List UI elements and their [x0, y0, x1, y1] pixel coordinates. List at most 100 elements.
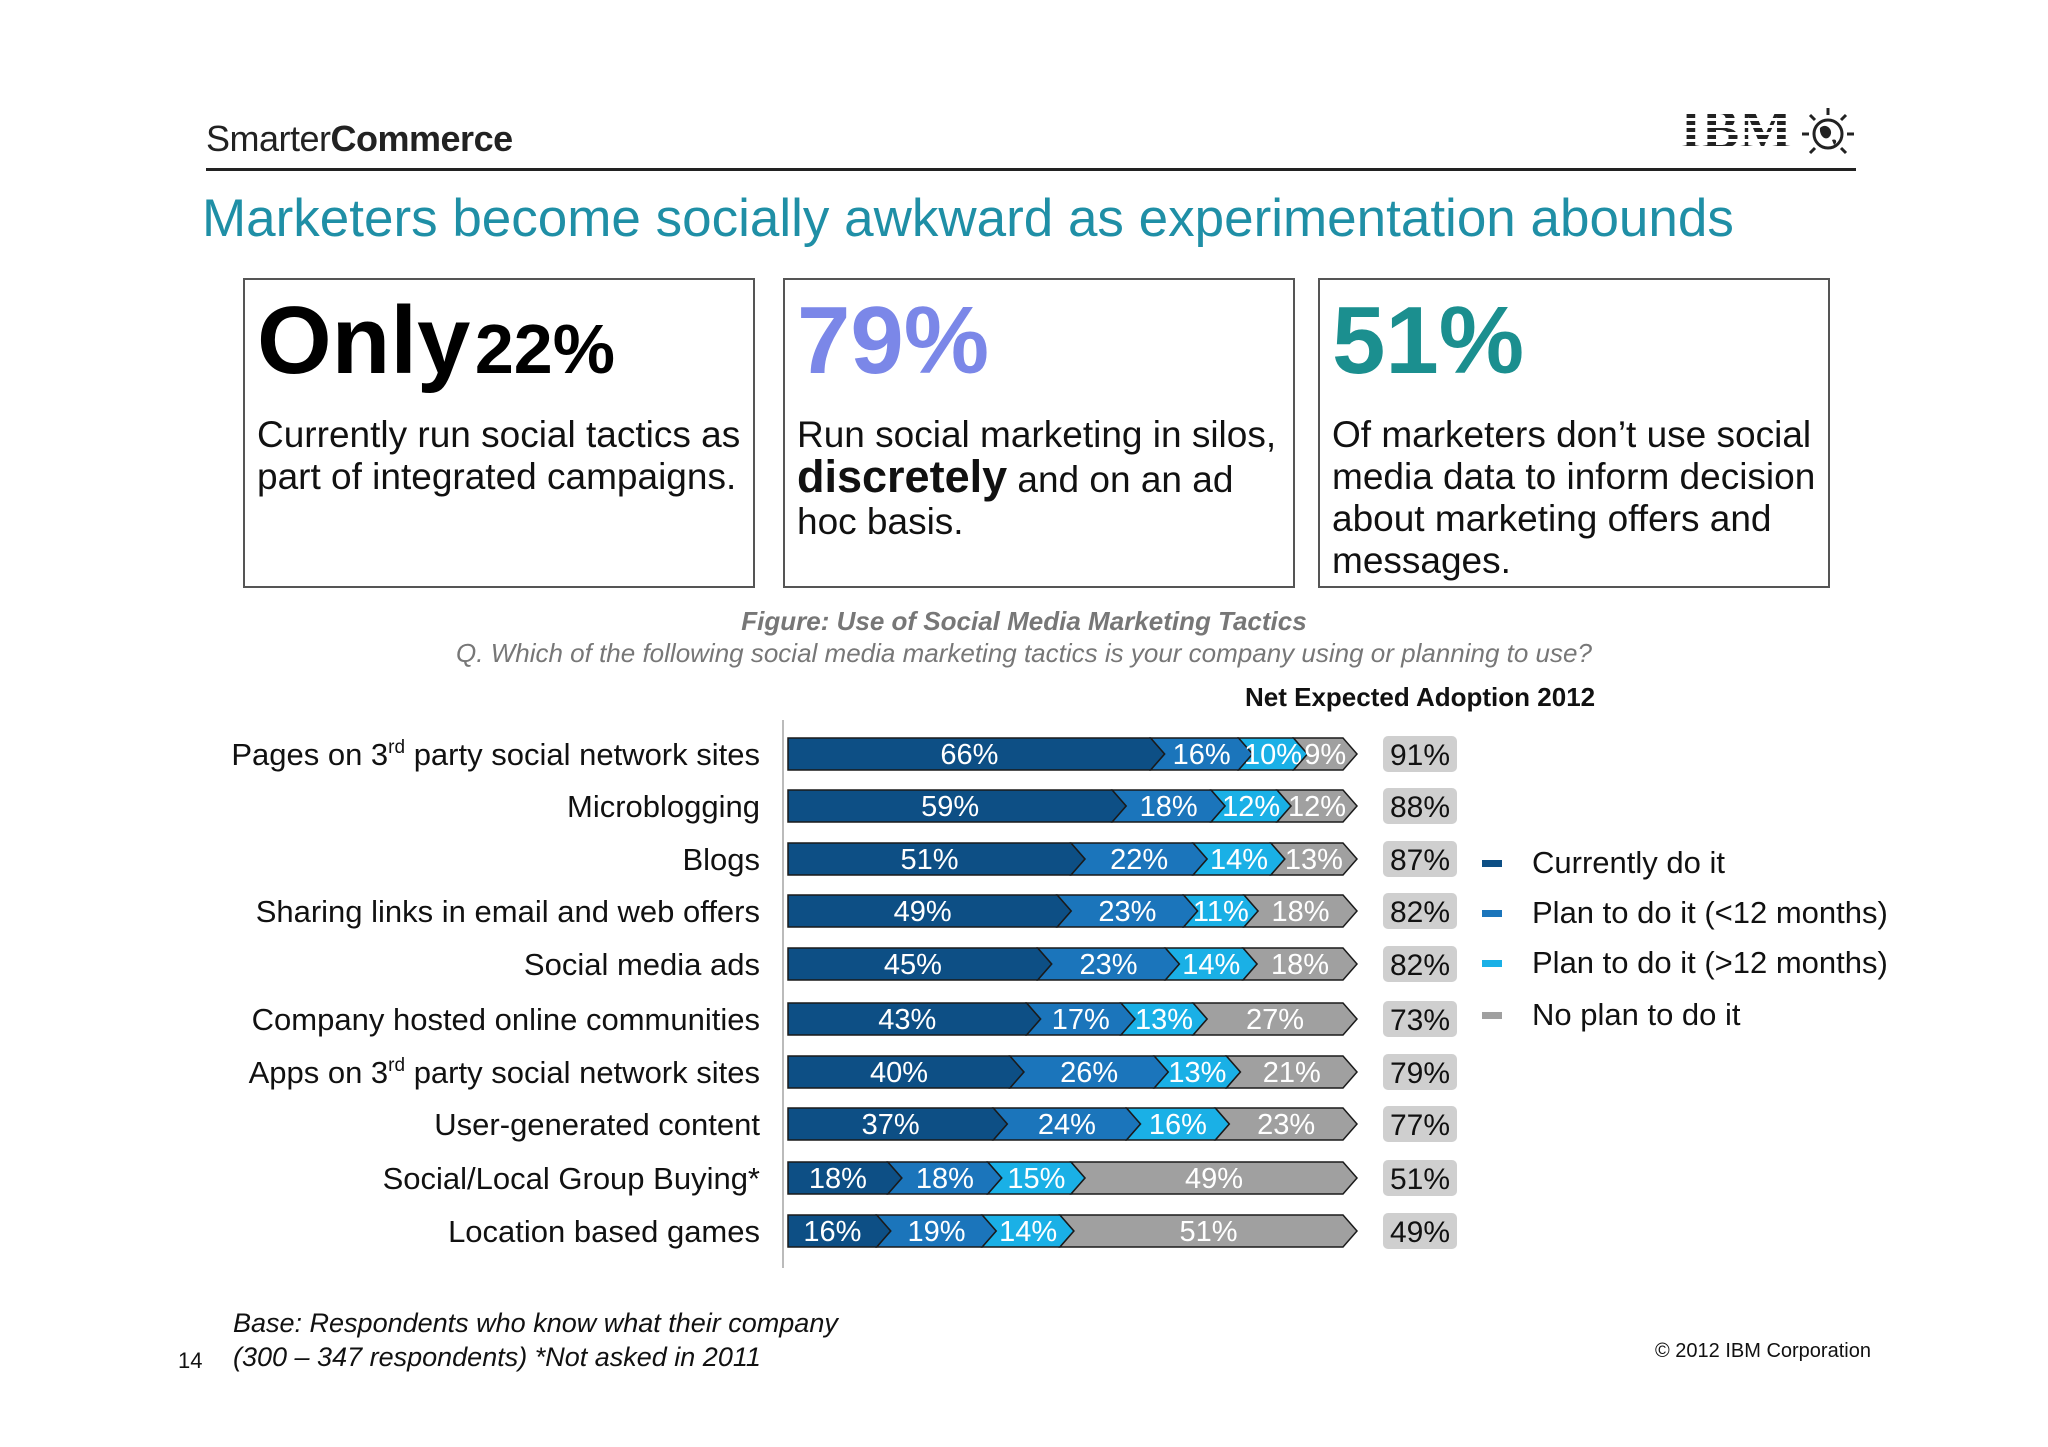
net-adoption-badge	[1383, 1160, 1457, 1196]
bar-value-label: 18%	[916, 1163, 974, 1195]
bar-segment-no-plan-to-do-it	[1242, 894, 1358, 928]
header-divider	[206, 168, 1856, 171]
net-adoption-badge	[1383, 736, 1457, 772]
bar-value-label: 66%	[940, 739, 998, 771]
stat-box-data: 51% Of marketers don’t use social media …	[1318, 278, 1830, 588]
stat-desc-3: Of marketers don’t use social media data…	[1332, 414, 1816, 581]
bar-value-label: 49%	[894, 896, 952, 928]
net-adoption-value: 73%	[1390, 1004, 1450, 1037]
bar-value-label: 51%	[1179, 1216, 1237, 1248]
bar-value-label: 24%	[1038, 1109, 1096, 1141]
base-note-line2: (300 – 347 respondents) *Not asked in 20…	[233, 1342, 761, 1372]
category-label: Company hosted online communities	[252, 1002, 760, 1037]
net-adoption-value: 91%	[1390, 739, 1450, 772]
brand-light-text: Smarter	[206, 118, 331, 159]
bar-value-label: 17%	[1052, 1004, 1110, 1036]
net-adoption-badge	[1383, 1213, 1457, 1249]
bar-value-label: 27%	[1246, 1004, 1304, 1036]
net-adoption-badge	[1383, 1106, 1457, 1142]
figure-question: Q. Which of the following social media m…	[456, 638, 1592, 668]
legend-label: Plan to do it (<12 months)	[1532, 895, 1888, 930]
bar-value-label: 14%	[1182, 949, 1240, 981]
figure-title: Figure: Use of Social Media Marketing Ta…	[741, 606, 1307, 636]
stat-box-integrated: Only 22% Currently run social tactics as…	[243, 278, 755, 588]
bar-value-label: 18%	[809, 1163, 867, 1195]
slide-title: Marketers become socially awkward as exp…	[202, 189, 1734, 248]
bar-value-label: 18%	[1272, 896, 1330, 928]
bar-value-label: 43%	[878, 1004, 936, 1036]
stat-box-silos: 79% Run social marketing in silos, discr…	[783, 278, 1295, 588]
net-adoption-value: 49%	[1390, 1216, 1450, 1249]
base-note-line1: Base: Respondents who know what their co…	[233, 1308, 838, 1338]
bar-segment-no-plan-to-do-it	[1291, 737, 1358, 771]
net-adoption-value: 82%	[1390, 949, 1450, 982]
stat-big-3: 51%	[1332, 286, 1524, 396]
bar-segment-no-plan-to-do-it	[1058, 1214, 1358, 1248]
category-label: Social media ads	[524, 947, 760, 982]
legend-swatch	[1482, 860, 1502, 867]
net-adoption-value: 87%	[1390, 844, 1450, 877]
ibm-logo: IBM	[1680, 99, 1858, 161]
stat-big-2: 79%	[797, 286, 989, 396]
stat-value: 51%	[1332, 287, 1525, 394]
bar-value-label: 49%	[1185, 1163, 1243, 1195]
bar-segment-no-plan-to-do-it	[1224, 1055, 1358, 1089]
bar-segment-no-plan-to-do-it	[1241, 947, 1358, 981]
globe-icon	[1802, 108, 1854, 155]
stat-prefix: Only	[257, 287, 471, 394]
bar-value-label: 16%	[1173, 739, 1231, 771]
net-adoption-header: Net Expected Adoption 2012	[1245, 682, 1596, 712]
bar-segment-no-plan-to-do-it	[1069, 1161, 1358, 1195]
bar-value-label: 14%	[999, 1216, 1057, 1248]
net-adoption-badge	[1383, 841, 1457, 877]
net-adoption-value: 82%	[1390, 896, 1450, 929]
bar-value-label: 19%	[908, 1216, 966, 1248]
stat-desc-2: Run social marketing in silos, discretel…	[797, 414, 1293, 543]
bar-value-label: 22%	[1110, 844, 1168, 876]
bar-segment-no-plan-to-do-it	[1269, 842, 1358, 876]
legend-swatch	[1482, 1012, 1502, 1019]
net-adoption-value: 77%	[1390, 1109, 1450, 1142]
bar-segment-no-plan-to-do-it	[1275, 789, 1358, 823]
bar-value-label: 37%	[862, 1109, 920, 1141]
bar-value-label: 23%	[1098, 896, 1156, 928]
stat-value: 79%	[797, 287, 990, 394]
bar-value-label: 16%	[803, 1216, 861, 1248]
category-label: User-generated content	[434, 1107, 760, 1142]
stat-big-1: Only 22%	[257, 286, 615, 396]
bar-value-label: 16%	[1149, 1109, 1207, 1141]
bar-value-label: 12%	[1288, 791, 1346, 823]
bar-value-label: 9%	[1304, 739, 1346, 771]
bar-value-label: 26%	[1060, 1057, 1118, 1089]
bar-value-label: 13%	[1168, 1057, 1226, 1089]
legend-label: Currently do it	[1532, 845, 1725, 880]
bar-value-label: 13%	[1285, 844, 1343, 876]
bar-value-label: 45%	[884, 949, 942, 981]
ibm-logo-text: IBM	[1680, 100, 1792, 160]
category-label: Blogs	[682, 842, 760, 877]
bar-value-label: 23%	[1257, 1109, 1315, 1141]
stat-desc-bold: discretely	[797, 451, 1008, 502]
bar-segment-no-plan-to-do-it	[1213, 1107, 1358, 1141]
bar-value-label: 12%	[1222, 791, 1280, 823]
stat-value: 22%	[474, 310, 615, 388]
net-adoption-value: 88%	[1390, 791, 1450, 824]
legend-swatch	[1482, 960, 1502, 967]
category-label: Location based games	[448, 1214, 760, 1249]
category-label: Apps on 3rd party social network sites	[249, 1055, 760, 1090]
category-label: Microblogging	[567, 789, 760, 824]
bar-value-label: 23%	[1080, 949, 1138, 981]
bar-value-label: 51%	[901, 844, 959, 876]
legend-label: No plan to do it	[1532, 997, 1741, 1032]
category-label: Social/Local Group Buying*	[383, 1161, 760, 1196]
net-adoption-badge	[1383, 893, 1457, 929]
bar-value-label: 13%	[1135, 1004, 1193, 1036]
bar-value-label: 21%	[1263, 1057, 1321, 1089]
bar-value-label: 40%	[870, 1057, 928, 1089]
net-adoption-value: 79%	[1390, 1057, 1450, 1090]
bar-value-label: 10%	[1244, 739, 1302, 771]
stat-desc-post: and on an ad hoc basis.	[797, 459, 1234, 542]
bar-value-label: 14%	[1210, 844, 1268, 876]
bar-value-label: 18%	[1140, 791, 1198, 823]
